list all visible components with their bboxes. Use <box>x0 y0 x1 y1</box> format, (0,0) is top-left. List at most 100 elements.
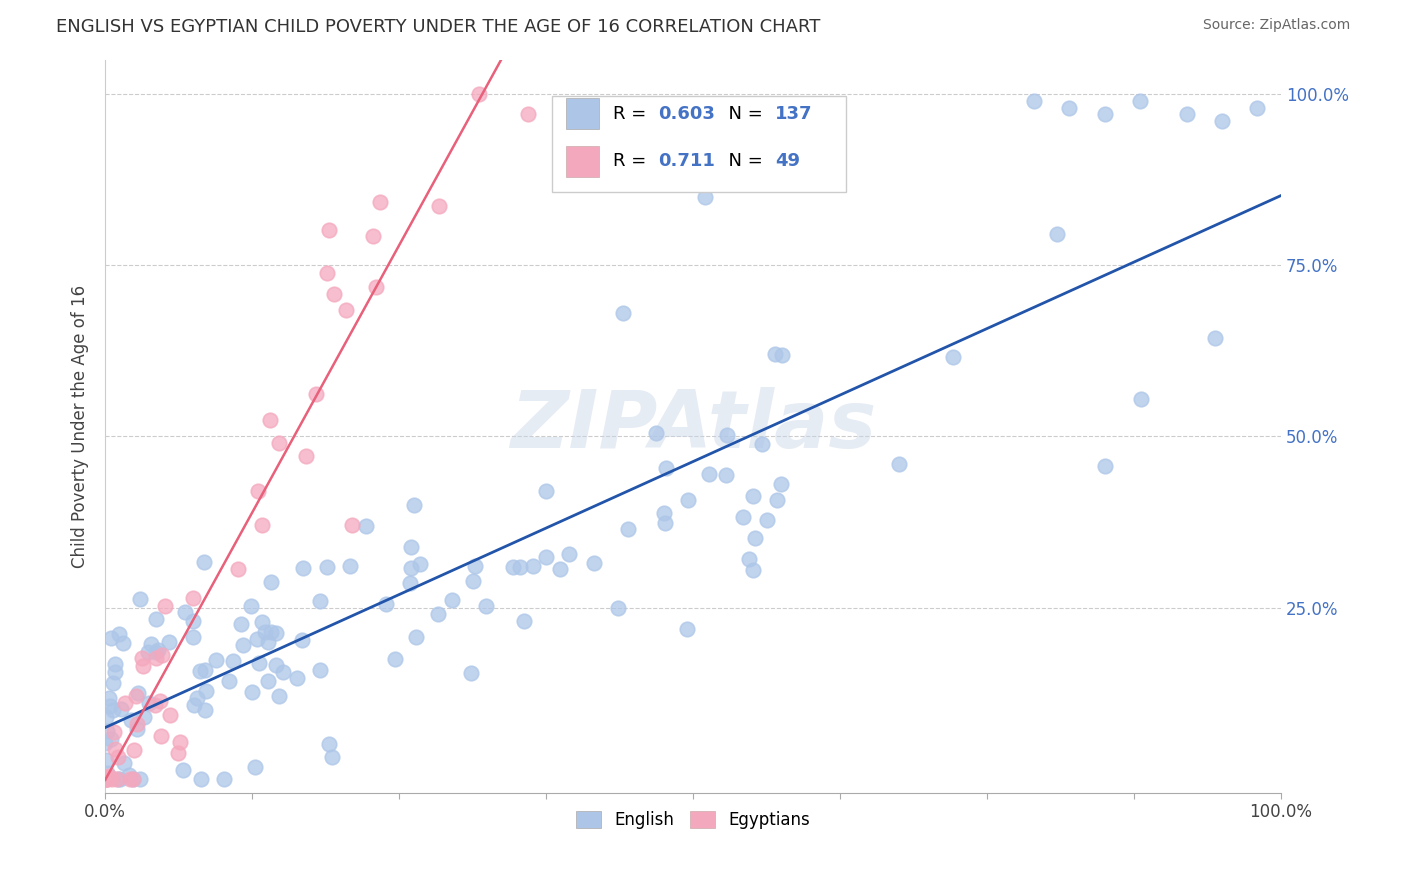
Point <box>111 636 134 650</box>
Text: 137: 137 <box>775 105 813 123</box>
Point <box>195 683 218 698</box>
Text: Source: ZipAtlas.com: Source: ZipAtlas.com <box>1202 18 1350 32</box>
Point <box>128 772 150 786</box>
Point <box>246 632 269 646</box>
Point <box>131 650 153 665</box>
Point <box>744 532 766 546</box>
Point <box>340 518 363 533</box>
Point <box>139 637 162 651</box>
Point <box>1246 101 1268 115</box>
Point <box>188 664 211 678</box>
Text: ENGLISH VS EGYPTIAN CHILD POVERTY UNDER THE AGE OF 16 CORRELATION CHART: ENGLISH VS EGYPTIAN CHILD POVERTY UNDER … <box>56 18 821 36</box>
Point <box>763 347 786 361</box>
Point <box>697 467 720 481</box>
Point <box>231 617 253 632</box>
Text: N =: N = <box>717 105 768 123</box>
Point <box>384 652 406 666</box>
Point <box>644 425 666 440</box>
Bar <box>553 96 846 192</box>
Point <box>96 772 118 786</box>
Point <box>107 750 129 764</box>
Point <box>172 763 194 777</box>
Point <box>766 492 789 507</box>
Point <box>770 477 793 491</box>
Point <box>427 607 450 621</box>
Point <box>247 484 270 499</box>
Point <box>136 645 159 659</box>
Point <box>323 287 346 301</box>
Point <box>361 229 384 244</box>
Point <box>190 772 212 786</box>
Point <box>127 722 149 736</box>
Point <box>522 559 544 574</box>
Point <box>889 457 911 471</box>
Point <box>468 87 491 101</box>
Point <box>181 614 204 628</box>
Point <box>169 734 191 748</box>
Text: ZIPAtlas: ZIPAtlas <box>510 387 876 465</box>
Point <box>429 199 451 213</box>
Point <box>127 686 149 700</box>
Point <box>103 703 125 717</box>
Point <box>321 750 343 764</box>
Point <box>125 716 148 731</box>
Point <box>1094 107 1116 121</box>
Point <box>741 489 763 503</box>
Text: 0.603: 0.603 <box>658 105 714 123</box>
Point <box>150 648 173 662</box>
Point <box>143 698 166 712</box>
Point <box>145 651 167 665</box>
Point <box>166 746 188 760</box>
Bar <box>567 98 599 129</box>
Point <box>731 510 754 524</box>
Point <box>676 493 699 508</box>
Point <box>240 685 263 699</box>
Point <box>159 708 181 723</box>
Point <box>107 772 129 786</box>
Point <box>260 574 283 589</box>
Point <box>375 598 398 612</box>
Point <box>149 729 172 743</box>
Point <box>194 703 217 717</box>
Text: N =: N = <box>717 153 768 170</box>
Point <box>617 522 640 536</box>
Point <box>399 560 422 574</box>
Point <box>408 558 430 572</box>
Point <box>405 630 427 644</box>
Point <box>266 625 288 640</box>
Point <box>96 710 118 724</box>
Point <box>294 450 316 464</box>
Point <box>461 574 484 588</box>
Point <box>100 631 122 645</box>
Point <box>153 599 176 614</box>
Point <box>122 772 145 786</box>
Point <box>96 765 118 780</box>
Point <box>308 593 330 607</box>
Point <box>138 696 160 710</box>
Point <box>94 772 117 786</box>
Point <box>104 657 127 671</box>
Point <box>100 731 122 746</box>
Point <box>305 386 328 401</box>
Point <box>1211 114 1233 128</box>
Point <box>98 699 121 714</box>
Point <box>257 635 280 649</box>
Point <box>1129 94 1152 108</box>
Point <box>145 612 167 626</box>
Legend: English, Egyptians: English, Egyptians <box>569 804 817 836</box>
Point <box>273 665 295 679</box>
Point <box>132 709 155 723</box>
Point <box>257 674 280 689</box>
Text: 0.711: 0.711 <box>658 153 714 170</box>
Point <box>583 557 606 571</box>
Point <box>259 625 281 640</box>
Point <box>122 772 145 786</box>
Point <box>475 599 498 613</box>
Point <box>693 189 716 203</box>
Point <box>714 467 737 482</box>
Point <box>129 591 152 606</box>
Point <box>205 653 228 667</box>
Point <box>94 770 117 784</box>
Point <box>751 436 773 450</box>
Point <box>104 665 127 679</box>
